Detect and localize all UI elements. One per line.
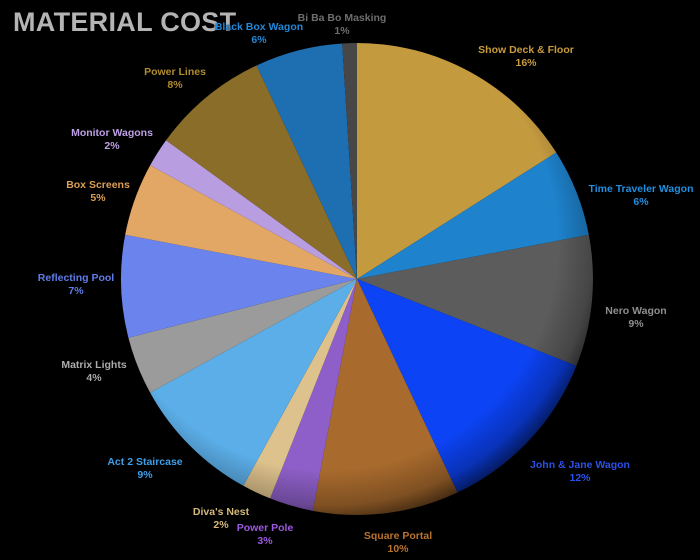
pie-rim-shadow xyxy=(120,42,594,516)
chart-title: MATERIAL COST xyxy=(13,7,237,37)
